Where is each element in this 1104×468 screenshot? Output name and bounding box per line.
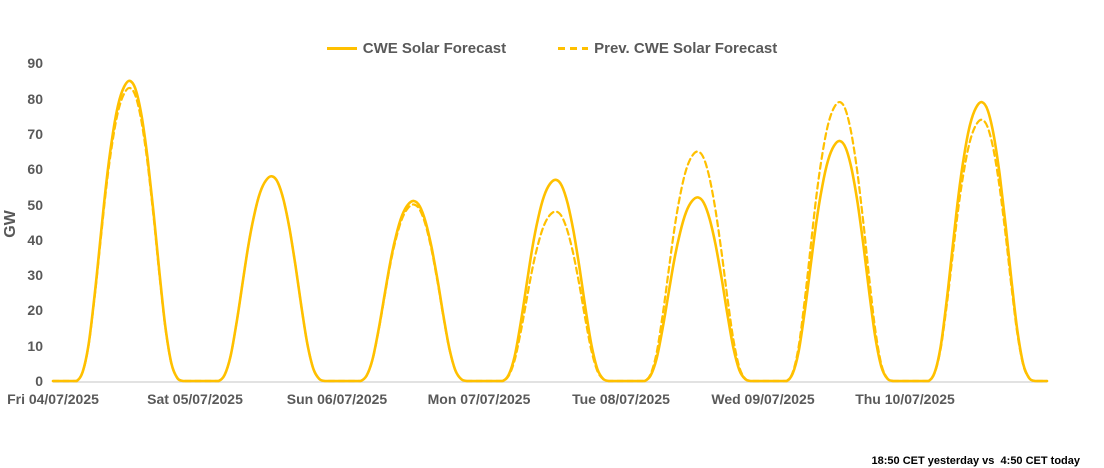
y-tick-label: 90 (27, 55, 43, 72)
x-axis-label: Fri 04/07/2025 (7, 391, 99, 407)
legend-label: Prev. CWE Solar Forecast (594, 39, 778, 57)
y-tick-label: 50 (27, 196, 43, 213)
legend-item-prev-cwe-solar-forecast: Prev. CWE Solar Forecast (558, 40, 777, 57)
x-axis-label: Tue 08/07/2025 (572, 391, 670, 407)
forecast-line (51, 79, 1049, 383)
y-tick-label: 70 (27, 125, 43, 142)
chart-legend: CWE Solar Forecast Prev. CWE Solar Forec… (0, 36, 1104, 60)
x-axis-label: Sat 05/07/2025 (147, 391, 243, 407)
y-tick-label: 80 (27, 90, 43, 107)
y-tick-label: 0 (35, 373, 43, 389)
x-axis-label: Wed 09/07/2025 (711, 391, 815, 407)
x-axis-label: Sun 06/07/2025 (286, 391, 388, 407)
y-tick-label: 40 (27, 231, 43, 248)
x-axis-label: Thu 10/07/2025 (855, 391, 955, 407)
y-tick-label: 60 (27, 161, 43, 178)
y-tick-label: 20 (27, 302, 43, 319)
timestamp-note: 18:50 CET yesterday vs 4:50 CET today (871, 455, 1080, 467)
solid-line-swatch-icon (326, 46, 357, 50)
prev-forecast-line (51, 86, 1049, 383)
x-axis-label: Mon 07/07/2025 (427, 391, 531, 407)
legend-label: CWE Solar Forecast (362, 39, 507, 57)
legend-item-cwe-solar-forecast: CWE Solar Forecast (326, 39, 507, 57)
dashed-line-swatch-icon (558, 46, 589, 50)
y-tick-label: 30 (27, 267, 43, 284)
y-tick-label: 10 (27, 337, 43, 354)
chart-footnote: 18:50 CET yesterday vs 4:50 CET today So… (872, 426, 1080, 468)
